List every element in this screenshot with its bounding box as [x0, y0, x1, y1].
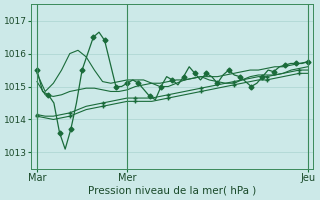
- X-axis label: Pression niveau de la mer( hPa ): Pression niveau de la mer( hPa ): [88, 186, 256, 196]
